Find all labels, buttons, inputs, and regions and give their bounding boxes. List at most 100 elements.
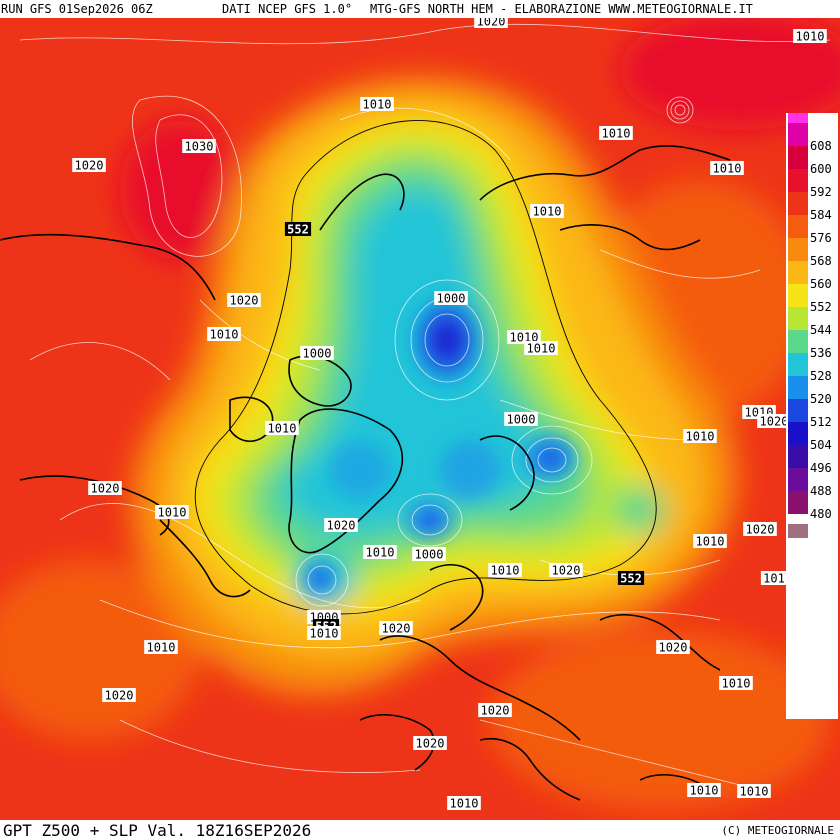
product-info: MTG-GFS NORTH HEM - ELABORAZIONE WWW.MET… [370,2,753,16]
isobar-label: 1010 [599,126,633,141]
isobar-label: 1020 [478,703,512,718]
label-box [719,676,753,690]
isobar-label: 1010 [524,341,558,356]
isobar-label: 1010 [687,783,721,798]
isobar-label: 1010 [530,204,564,219]
isobar-label: 1010 [265,421,299,436]
label-text: 1020 [382,622,411,636]
legend-swatch [788,307,808,330]
run-info: RUN GFS 01Sep2026 06Z [1,2,153,16]
label-text: 1010 [527,342,556,356]
legend-label: 560 [810,277,832,291]
isobar-label: 1010 [155,505,189,520]
legend-swatch [788,399,808,422]
copyright: (C) METEOGIORNALE [721,824,834,837]
label-text: 1020 [91,482,120,496]
label-text: 1020 [477,18,506,29]
legend-label: 552 [810,300,832,314]
isobar-label: 1020 [656,640,690,655]
color-legend: 608 600 592 584 576 568 560 552 544 536 528 520 512 5… [786,113,838,719]
legend-swatch [788,123,808,146]
legend-label: 600 [810,162,832,176]
label-text: 1010 [740,785,769,799]
label-text: 1030 [185,140,214,154]
legend-label: 504 [810,438,832,452]
legend-swatch [788,422,808,445]
header-bar: RUN GFS 01Sep2026 06Z DATI NCEP GFS 1.0°… [0,0,840,18]
isobar-label: 1020 [757,414,791,429]
legend-entry: 512 [786,399,838,434]
label-box [363,545,397,559]
isobar-label: 1020 [379,621,413,636]
legend-entry: 528 [786,353,838,388]
legend-label: 480 [810,507,832,521]
label-text: 1020 [105,689,134,703]
label-box [488,563,522,577]
legend-swatch-bottom [788,524,808,538]
isobar-label: 1020 [413,736,447,751]
label-box [413,736,447,750]
isobar-label: 101 [760,571,788,586]
label-box [737,784,771,798]
label-box [687,783,721,797]
label-text: 1010 [602,127,631,141]
label-text: 1000 [507,413,536,427]
isobar-label: 1020 [549,563,583,578]
legend-swatch-top [788,113,808,123]
legend-label: 576 [810,231,832,245]
legend-label: 528 [810,369,832,383]
legend-swatch [788,169,808,192]
label-box [656,640,690,654]
legend-swatch [788,192,808,215]
legend-swatch [788,261,808,284]
isobar-label: 1020 [324,518,358,533]
isobar-label: 1010 [144,640,178,655]
label-text: 1020 [416,737,445,751]
label-text: 1020 [327,519,356,533]
label-text: 101 [763,572,785,586]
isobar-label: 1010 [719,676,753,691]
label-box [88,481,122,495]
legend-label: 608 [810,139,832,153]
label-text: 1010 [310,627,339,641]
label-box [207,327,241,341]
label-text: 1010 [366,546,395,560]
label-box [757,414,791,428]
isobar-label: 1010 [488,563,522,578]
legend-swatch [788,215,808,238]
legend-swatch [788,238,808,261]
isobar-labels: 1020 1010 1010 1010 1030 1020 1010 1010 552 1020 1… [72,18,827,811]
label-box [360,97,394,111]
label-box [504,412,538,426]
isobar-label: 1020 [227,293,261,308]
legend-entry: 608 [786,123,838,158]
label-text: 1010 [450,797,479,811]
low-pressure-cores [298,290,585,600]
label-text: 1010 [713,162,742,176]
legend-entry: 544 [786,307,838,342]
label-text: 1010 [147,641,176,655]
isobar-label: 1010 [737,784,771,799]
label-box [434,291,468,305]
isobar-label: 1010 [683,429,717,444]
label-box [300,346,334,360]
footer-bar: GPT Z500 + SLP Val. 18Z16SEP2026 (C) MET… [0,820,840,840]
label-box [617,571,645,585]
label-text: 1000 [415,548,444,562]
height-contour-label: 552 [617,571,645,586]
label-box [227,293,261,307]
label-text: 1010 [686,430,715,444]
legend-entry: 560 [786,261,838,296]
legend-entry: 488 [786,468,838,503]
label-box [324,518,358,532]
label-box [743,522,777,536]
legend-entry: 480 [786,491,838,526]
legend-entry: 504 [786,422,838,457]
label-box [412,547,446,561]
isobar-label: 1010 [363,545,397,560]
label-text: 1000 [303,347,332,361]
legend-label: 496 [810,461,832,475]
label-text: 552 [287,223,309,237]
legend-swatch [788,330,808,353]
isobars [19,23,831,791]
